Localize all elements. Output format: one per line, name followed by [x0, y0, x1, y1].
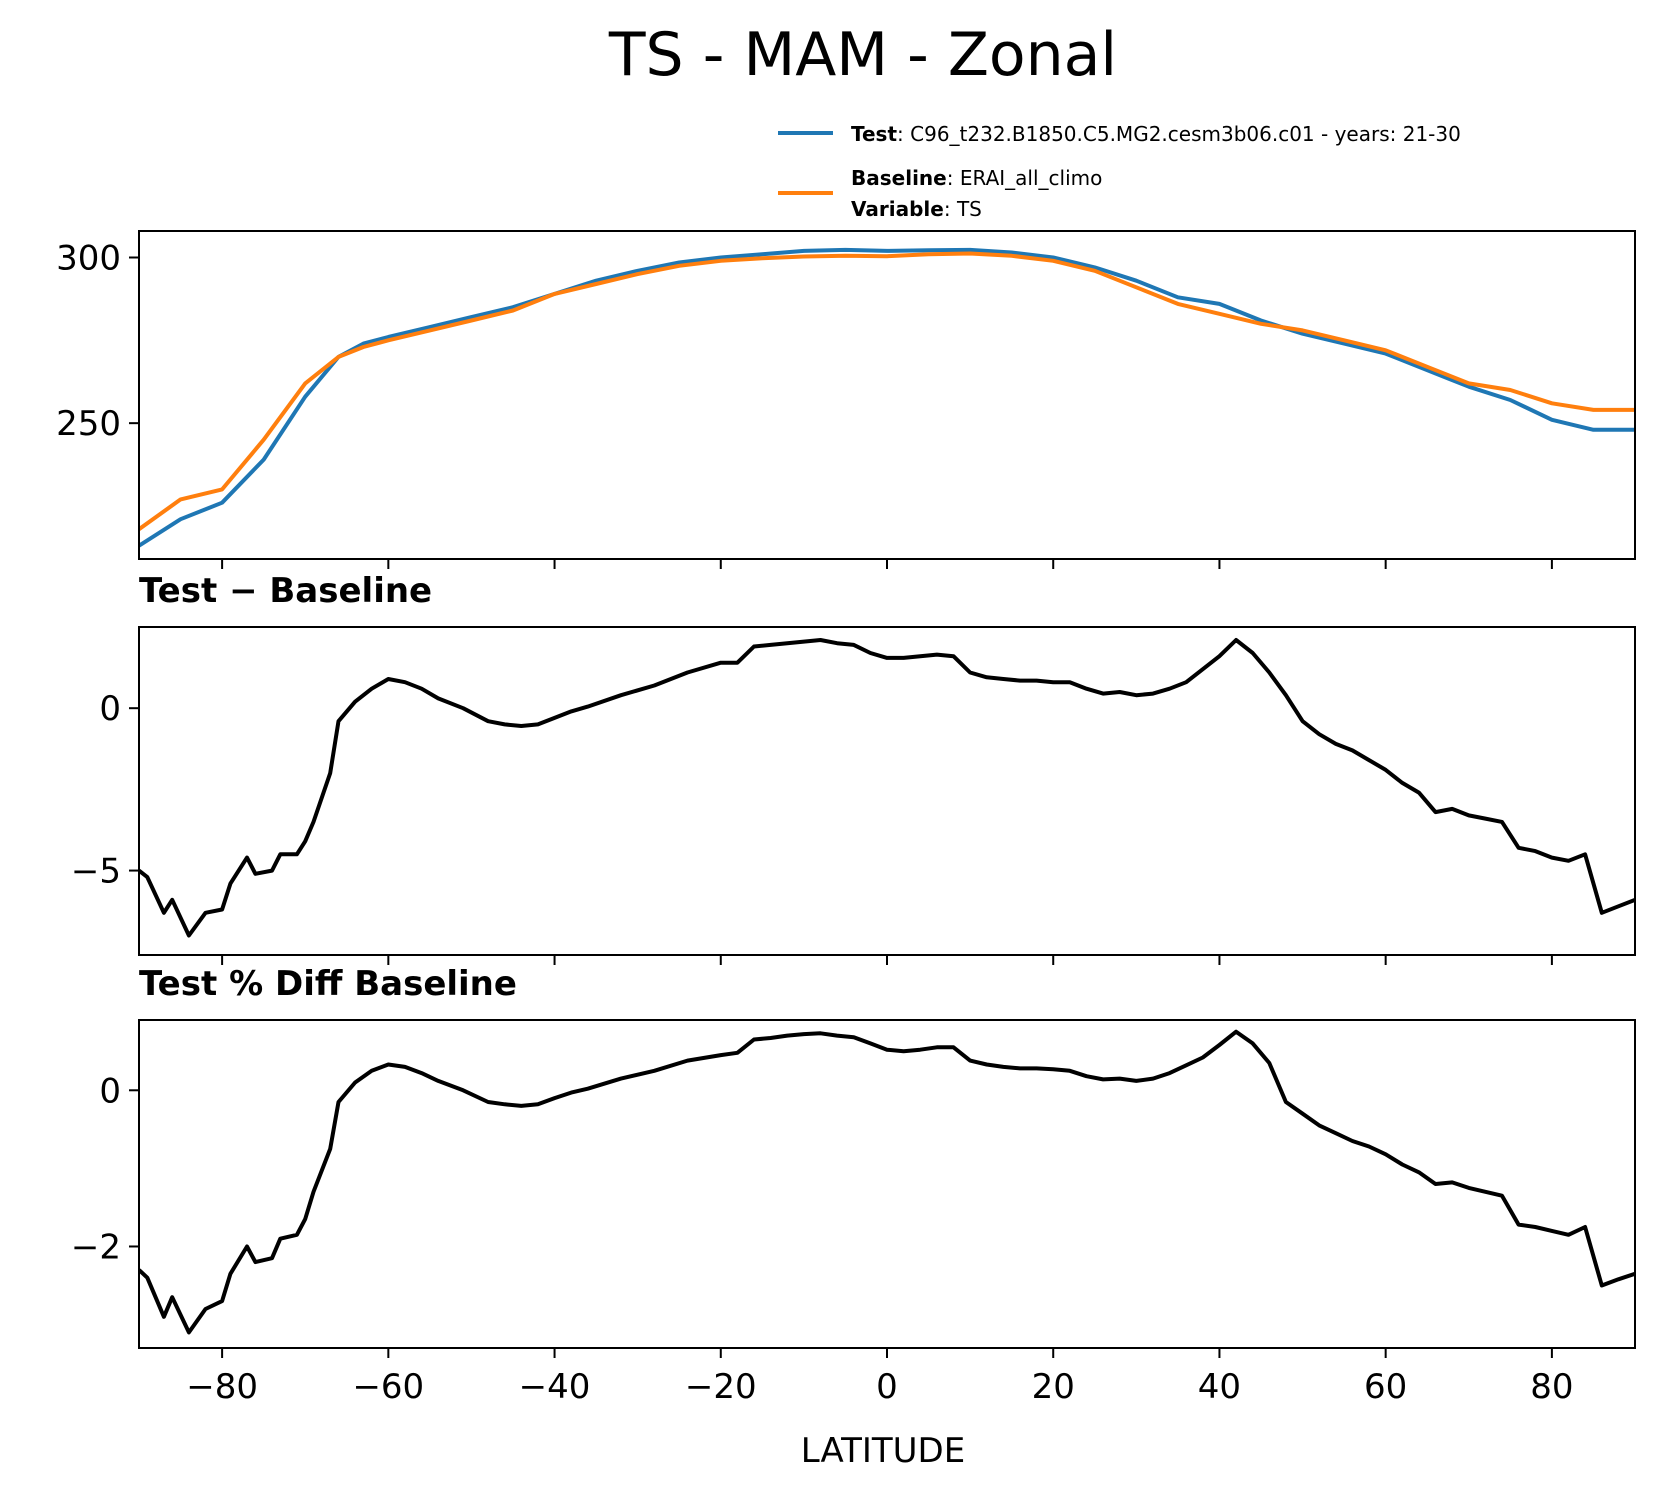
y-tick-label: 300 — [56, 239, 121, 279]
legend-test-sep: : — [897, 122, 910, 146]
legend-baseline-key: Baseline — [851, 166, 947, 190]
y-tick-label: −2 — [71, 1227, 121, 1267]
y-tick-label: −5 — [71, 852, 121, 892]
panel-2: Test − Baseline −5 0 — [71, 571, 1636, 965]
x-tick-label: 40 — [1198, 1367, 1241, 1407]
x-tick-label: −80 — [186, 1367, 258, 1407]
legend-baseline-value: ERAI_all_climo — [960, 166, 1103, 190]
x-tick-label: 20 — [1032, 1367, 1075, 1407]
x-tick-label: 0 — [876, 1367, 898, 1407]
legend-variable-value: TS — [956, 197, 982, 221]
legend-entry-test: Test: C96_t232.B1850.C5.MG2.cesm3b06.c01… — [851, 122, 1461, 146]
panels: 250 300 Test − Baseline −5 0 Test % Diff Base… — [56, 230, 1636, 1407]
x-axis-label: LATITUDE — [801, 1431, 965, 1471]
y-tick-label: 250 — [56, 404, 121, 444]
axes-frame — [138, 626, 1636, 956]
x-tick-label: 60 — [1364, 1367, 1407, 1407]
series-line-diff — [139, 1029, 1635, 1335]
legend-variable-sep: : — [944, 197, 957, 221]
x-tick-label: −20 — [685, 1367, 757, 1407]
legend-entry-variable: Variable: TS — [851, 197, 982, 221]
axes-frame — [138, 230, 1636, 560]
series-line-test — [139, 247, 1635, 548]
axes-frame — [138, 1019, 1636, 1349]
y-tick-label: 0 — [99, 689, 121, 729]
panel-title: Test − Baseline — [139, 571, 432, 611]
legend-test-value: C96_t232.B1850.C5.MG2.cesm3b06.c01 - yea… — [910, 122, 1461, 146]
legend-variable-key: Variable — [851, 197, 944, 221]
series-line-diff — [139, 638, 1635, 938]
panel-title: Test % Diff Baseline — [139, 964, 517, 1004]
legend-baseline-sep: : — [947, 166, 960, 190]
panel-1: 250 300 — [56, 230, 1636, 569]
legend-entry-baseline: Baseline: ERAI_all_climo — [851, 166, 1102, 190]
legend-test-key: Test — [851, 122, 897, 146]
panel-3: Test % Diff Baseline−20−80 −60 −40 −20 0 20 40… — [71, 964, 1636, 1407]
x-tick-label: 80 — [1530, 1367, 1573, 1407]
series-line-baseline — [139, 251, 1635, 531]
figure-title: TS - MAM - Zonal — [608, 20, 1117, 90]
legend: Test: C96_t232.B1850.C5.MG2.cesm3b06.c01… — [778, 122, 1461, 221]
y-tick-label: 0 — [99, 1071, 121, 1111]
x-tick-label: −40 — [519, 1367, 591, 1407]
x-tick-label: −60 — [352, 1367, 424, 1407]
